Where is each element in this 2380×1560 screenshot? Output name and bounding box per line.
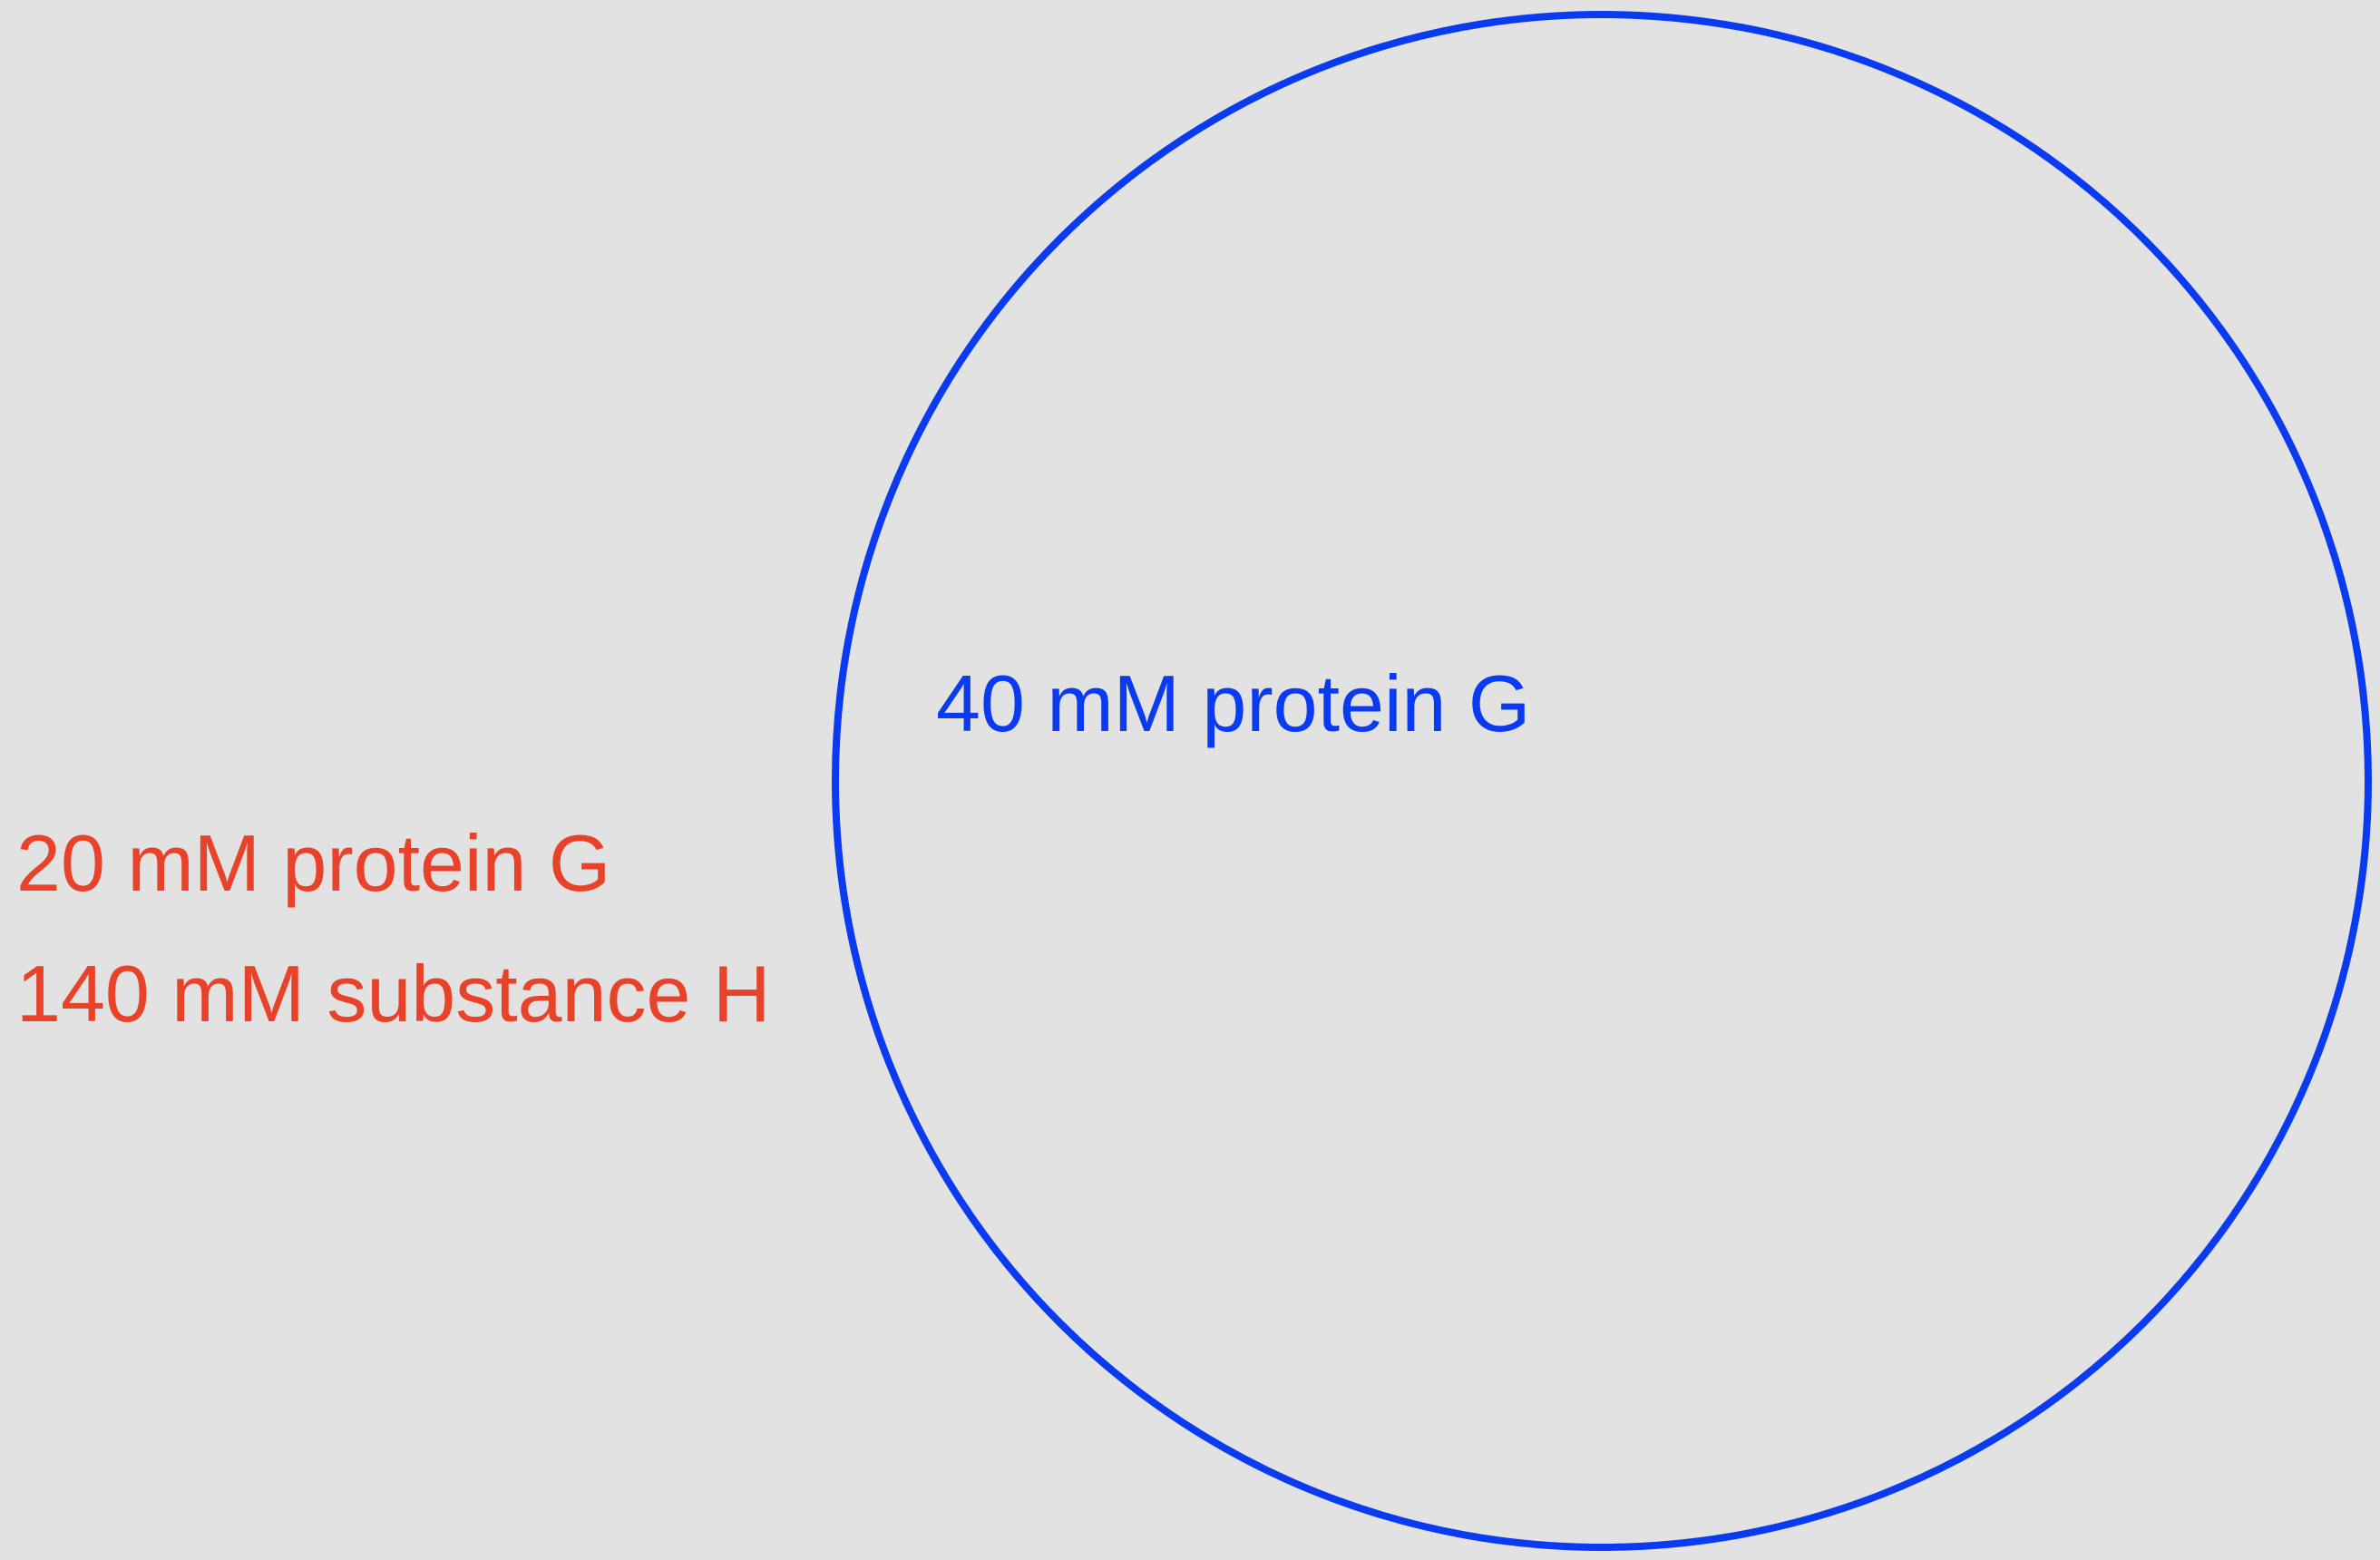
- outside-concentration-substance-h: 140 mM substance H: [16, 949, 771, 1038]
- inside-concentration-protein-g: 40 mM protein G: [936, 658, 1531, 748]
- outside-concentration-protein-g: 20 mM protein G: [16, 818, 611, 908]
- membrane-outline: [832, 11, 2372, 1551]
